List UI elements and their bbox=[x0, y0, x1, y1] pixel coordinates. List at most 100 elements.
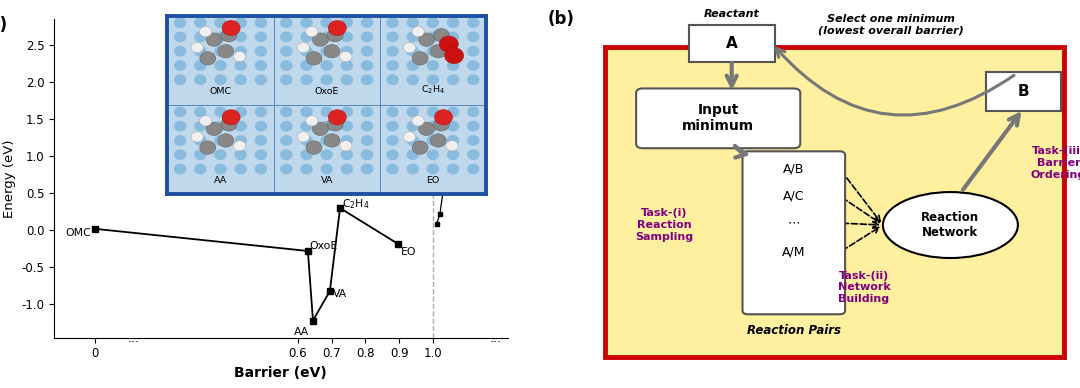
Circle shape bbox=[321, 32, 333, 42]
Text: OxoE: OxoE bbox=[314, 87, 339, 96]
Circle shape bbox=[341, 32, 352, 42]
Circle shape bbox=[407, 107, 418, 116]
Circle shape bbox=[255, 150, 267, 159]
Circle shape bbox=[301, 75, 312, 85]
Circle shape bbox=[324, 45, 340, 58]
Circle shape bbox=[428, 32, 438, 42]
Circle shape bbox=[175, 107, 186, 116]
Circle shape bbox=[411, 26, 424, 37]
Circle shape bbox=[468, 107, 478, 116]
Circle shape bbox=[430, 134, 446, 147]
Bar bbox=[380, 16, 486, 105]
Circle shape bbox=[215, 75, 226, 85]
FancyBboxPatch shape bbox=[986, 72, 1061, 111]
Circle shape bbox=[387, 107, 399, 116]
Ellipse shape bbox=[883, 192, 1017, 258]
Circle shape bbox=[306, 116, 318, 126]
Circle shape bbox=[387, 47, 399, 56]
Circle shape bbox=[215, 150, 226, 159]
Circle shape bbox=[433, 118, 449, 131]
Circle shape bbox=[362, 107, 373, 116]
Text: C$_2$H$_4$: C$_2$H$_4$ bbox=[341, 197, 369, 211]
Circle shape bbox=[191, 42, 203, 53]
Circle shape bbox=[235, 61, 246, 70]
Circle shape bbox=[175, 136, 186, 145]
Circle shape bbox=[446, 51, 458, 62]
Circle shape bbox=[218, 45, 233, 58]
Circle shape bbox=[281, 18, 292, 27]
Circle shape bbox=[468, 47, 478, 56]
Circle shape bbox=[175, 18, 186, 27]
Circle shape bbox=[235, 136, 246, 145]
Circle shape bbox=[434, 110, 453, 125]
Circle shape bbox=[281, 136, 292, 145]
Circle shape bbox=[428, 61, 438, 70]
Circle shape bbox=[194, 18, 206, 27]
Circle shape bbox=[428, 150, 438, 159]
Circle shape bbox=[440, 36, 458, 52]
Circle shape bbox=[301, 165, 312, 174]
Circle shape bbox=[301, 121, 312, 131]
Circle shape bbox=[281, 61, 292, 70]
Circle shape bbox=[468, 75, 478, 85]
Circle shape bbox=[362, 136, 373, 145]
Y-axis label: Energy (eV): Energy (eV) bbox=[3, 139, 16, 218]
Text: Reaction
Network: Reaction Network bbox=[921, 211, 980, 239]
Circle shape bbox=[407, 18, 418, 27]
Circle shape bbox=[194, 107, 206, 116]
Circle shape bbox=[255, 32, 267, 42]
Circle shape bbox=[447, 75, 459, 85]
Circle shape bbox=[235, 121, 246, 131]
Circle shape bbox=[362, 47, 373, 56]
Circle shape bbox=[215, 165, 226, 174]
Circle shape bbox=[255, 18, 267, 27]
Text: EO: EO bbox=[427, 176, 440, 185]
Circle shape bbox=[235, 165, 246, 174]
Circle shape bbox=[235, 75, 246, 85]
Circle shape bbox=[301, 47, 312, 56]
Circle shape bbox=[411, 116, 424, 126]
Circle shape bbox=[235, 32, 246, 42]
Circle shape bbox=[200, 141, 216, 154]
Circle shape bbox=[281, 47, 292, 56]
Circle shape bbox=[468, 121, 478, 131]
Bar bbox=[380, 105, 486, 194]
Circle shape bbox=[175, 150, 186, 159]
Circle shape bbox=[321, 61, 333, 70]
Text: Task-(iii)
Barrier
Ordering: Task-(iii) Barrier Ordering bbox=[1030, 146, 1080, 180]
Circle shape bbox=[387, 61, 399, 70]
Circle shape bbox=[419, 33, 434, 46]
Circle shape bbox=[321, 47, 333, 56]
Circle shape bbox=[341, 47, 352, 56]
Circle shape bbox=[301, 32, 312, 42]
Circle shape bbox=[407, 47, 418, 56]
Circle shape bbox=[413, 141, 428, 154]
Circle shape bbox=[321, 75, 333, 85]
Circle shape bbox=[255, 75, 267, 85]
Circle shape bbox=[446, 140, 458, 151]
Circle shape bbox=[221, 118, 237, 131]
Circle shape bbox=[341, 165, 352, 174]
Text: Task-(i)
Reaction
Sampling: Task-(i) Reaction Sampling bbox=[635, 208, 693, 242]
Circle shape bbox=[233, 51, 246, 62]
Circle shape bbox=[175, 47, 186, 56]
Circle shape bbox=[306, 26, 318, 37]
Circle shape bbox=[407, 32, 418, 42]
Circle shape bbox=[447, 107, 459, 116]
Circle shape bbox=[306, 141, 322, 154]
Text: Select one minimum
(lowest overall barrier): Select one minimum (lowest overall barri… bbox=[819, 14, 963, 35]
Circle shape bbox=[341, 75, 352, 85]
Text: AA: AA bbox=[214, 176, 227, 185]
Text: OMC: OMC bbox=[210, 87, 231, 96]
Circle shape bbox=[194, 47, 206, 56]
Circle shape bbox=[447, 165, 459, 174]
Circle shape bbox=[281, 121, 292, 131]
FancyBboxPatch shape bbox=[689, 25, 775, 62]
Circle shape bbox=[200, 116, 212, 126]
Circle shape bbox=[407, 165, 418, 174]
Circle shape bbox=[341, 136, 352, 145]
Circle shape bbox=[407, 75, 418, 85]
Circle shape bbox=[468, 136, 478, 145]
Circle shape bbox=[200, 26, 212, 37]
Circle shape bbox=[215, 61, 226, 70]
